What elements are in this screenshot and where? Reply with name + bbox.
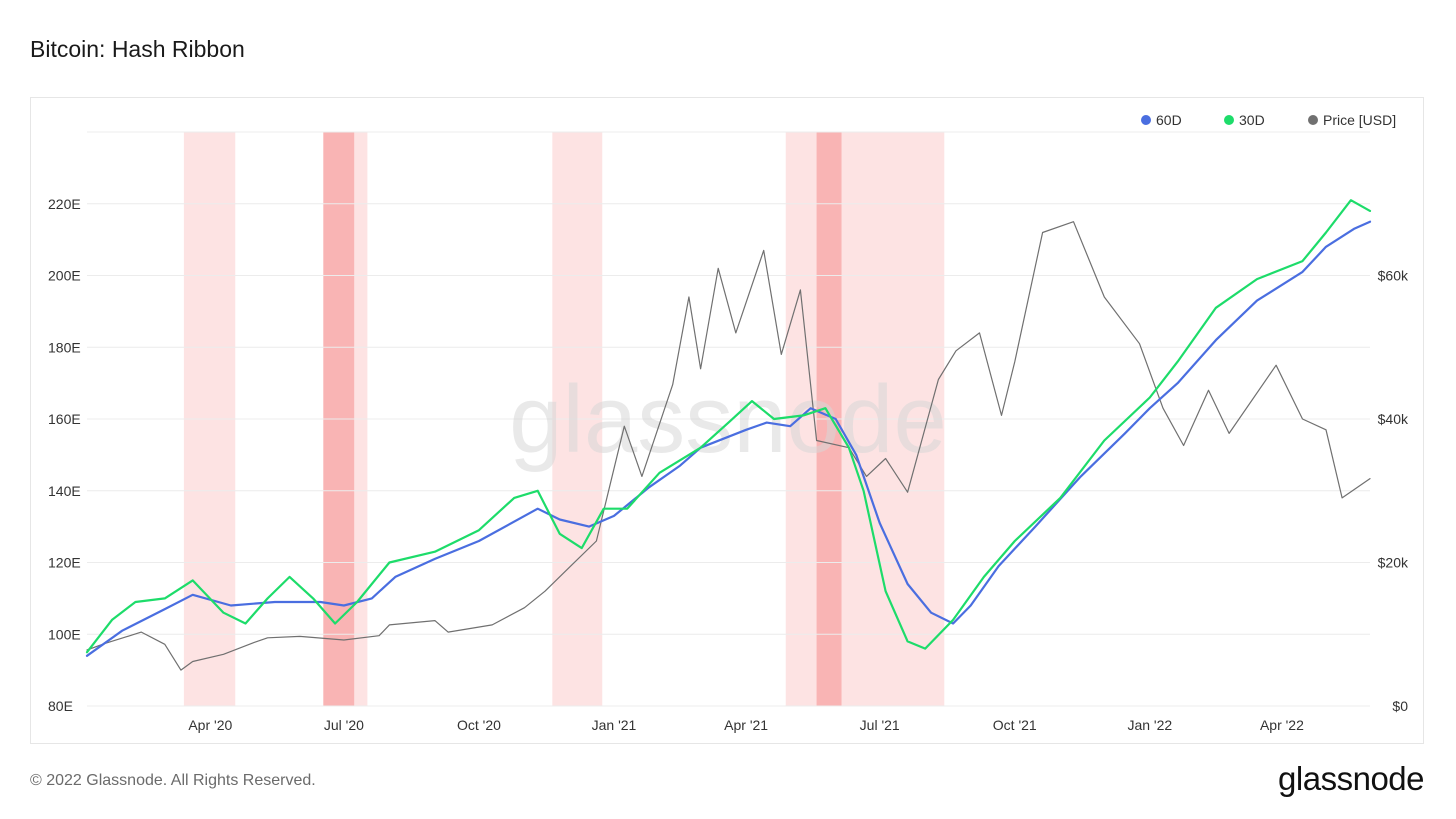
x-tick-label: Apr '22 bbox=[1260, 717, 1304, 733]
legend-item-price-usd-[interactable]: Price [USD] bbox=[1308, 112, 1396, 128]
legend-marker bbox=[1224, 115, 1234, 125]
legend-item-60d[interactable]: 60D bbox=[1141, 112, 1182, 128]
right-axis-ticks: $0 $20k $40k $60k bbox=[1378, 268, 1409, 715]
x-tick-label: Oct '21 bbox=[993, 717, 1037, 733]
x-tick-label: Apr '20 bbox=[188, 717, 232, 733]
copyright-footer: © 2022 Glassnode. All Rights Reserved. bbox=[30, 772, 316, 789]
chart-frame bbox=[30, 97, 1424, 744]
legend-label: 30D bbox=[1239, 112, 1265, 128]
legend-item-30d[interactable]: 30D bbox=[1224, 112, 1265, 128]
legend-label: Price [USD] bbox=[1323, 112, 1396, 128]
left-tick-label: 100E bbox=[48, 626, 81, 642]
chart-title: Bitcoin: Hash Ribbon bbox=[30, 36, 245, 62]
x-tick-label: Jan '22 bbox=[1127, 717, 1172, 733]
series-lines bbox=[85, 199, 1372, 671]
brand-logo: glassnode bbox=[1278, 760, 1424, 797]
x-tick-label: Jul '20 bbox=[324, 717, 364, 733]
left-tick-label: 200E bbox=[48, 268, 81, 284]
series-line-30d bbox=[85, 199, 1372, 654]
legend-marker bbox=[1308, 115, 1318, 125]
x-tick-label: Oct '20 bbox=[457, 717, 501, 733]
left-tick-label: 220E bbox=[48, 196, 81, 212]
left-tick-label: 140E bbox=[48, 483, 81, 499]
right-tick-label: $20k bbox=[1378, 555, 1409, 571]
gridlines bbox=[87, 131, 1370, 707]
left-tick-label: 120E bbox=[48, 555, 81, 571]
legend-marker bbox=[1141, 115, 1151, 125]
x-tick-label: Jan '21 bbox=[592, 717, 637, 733]
series-line-price-usd- bbox=[86, 221, 1371, 671]
left-tick-label: 180E bbox=[48, 339, 81, 355]
left-tick-label: 80E bbox=[48, 698, 73, 714]
watermark: glassnode bbox=[509, 366, 947, 473]
left-tick-label: 160E bbox=[48, 411, 81, 427]
legend[interactable]: 60D 30D Price [USD] bbox=[1141, 112, 1396, 128]
legend-label: 60D bbox=[1156, 112, 1182, 128]
left-axis-ticks: 80E 100E 120E 140E 160E 180E 200E 220E bbox=[48, 196, 81, 714]
right-tick-label: $40k bbox=[1378, 411, 1409, 427]
x-axis-ticks: Apr '20 Jul '20 Oct '20 Jan '21 Apr '21 Jul '… bbox=[188, 717, 1304, 733]
x-tick-label: Jul '21 bbox=[860, 717, 900, 733]
right-tick-label: $0 bbox=[1392, 698, 1408, 714]
series-line-60d bbox=[85, 220, 1372, 657]
x-tick-label: Apr '21 bbox=[724, 717, 768, 733]
right-tick-label: $60k bbox=[1378, 268, 1409, 284]
